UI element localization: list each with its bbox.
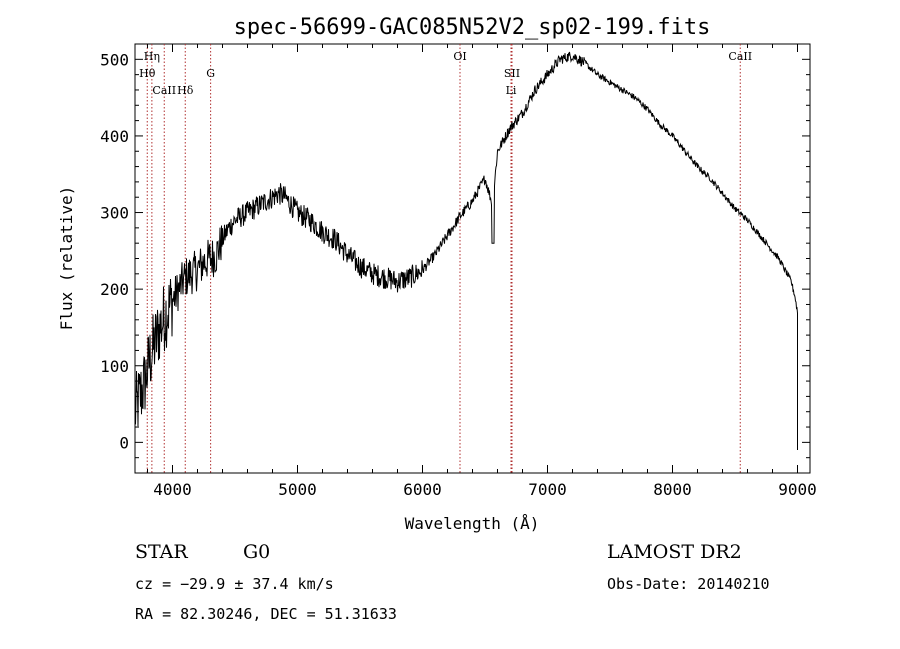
y-axis-label: Flux (relative) [57,186,76,331]
x-tick-label: 9000 [778,480,817,499]
reference-line-labels: CaII Hη Hθ Hδ G OI SII Li CaII [139,50,752,97]
x-tick-label: 6000 [403,480,442,499]
y-tick-label: 400 [100,127,129,146]
x-tick-label: 7000 [528,480,567,499]
reference-line-label: SII [504,67,520,80]
reference-line-label: Hδ [177,84,194,97]
x-tick-label: 4000 [153,480,192,499]
y-axis-ticks: 0 100 200 300 400 500 [100,43,810,474]
plot-frame [134,43,811,474]
reference-line-label: Hθ [139,67,156,80]
y-tick-label: 500 [100,50,129,69]
redshift-cz: cz = −29.9 ± 37.4 km/s [135,575,334,593]
survey-name: LAMOST DR2 [607,541,742,563]
reference-line-label: G [206,67,215,80]
reference-line-label: OI [453,50,466,63]
y-tick-label: 300 [100,204,129,223]
object-subclass: G0 [243,541,270,563]
y-tick-label: 200 [100,280,129,299]
x-axis-ticks: 4000 5000 6000 7000 8000 9000 [147,44,817,499]
spectrum-line [134,51,798,450]
observation-date: Obs-Date: 20140210 [607,575,770,593]
x-tick-label: 5000 [278,480,317,499]
x-tick-label: 8000 [653,480,692,499]
coordinates: RA = 82.30246, DEC = 51.31633 [135,605,397,623]
y-tick-label: 0 [119,433,129,452]
y-tick-label: 100 [100,357,129,376]
reference-line-label: Hη [144,50,160,63]
reference-line-label: CaII [152,84,176,97]
object-class: STAR [135,541,188,563]
reference-line-label: Li [506,84,517,97]
x-axis-label: Wavelength (Å) [405,514,540,533]
chart-title: spec-56699-GAC085N52V2_sp02-199.fits [234,15,711,40]
reference-lines [146,44,741,473]
reference-line-label: CaII [728,50,752,63]
